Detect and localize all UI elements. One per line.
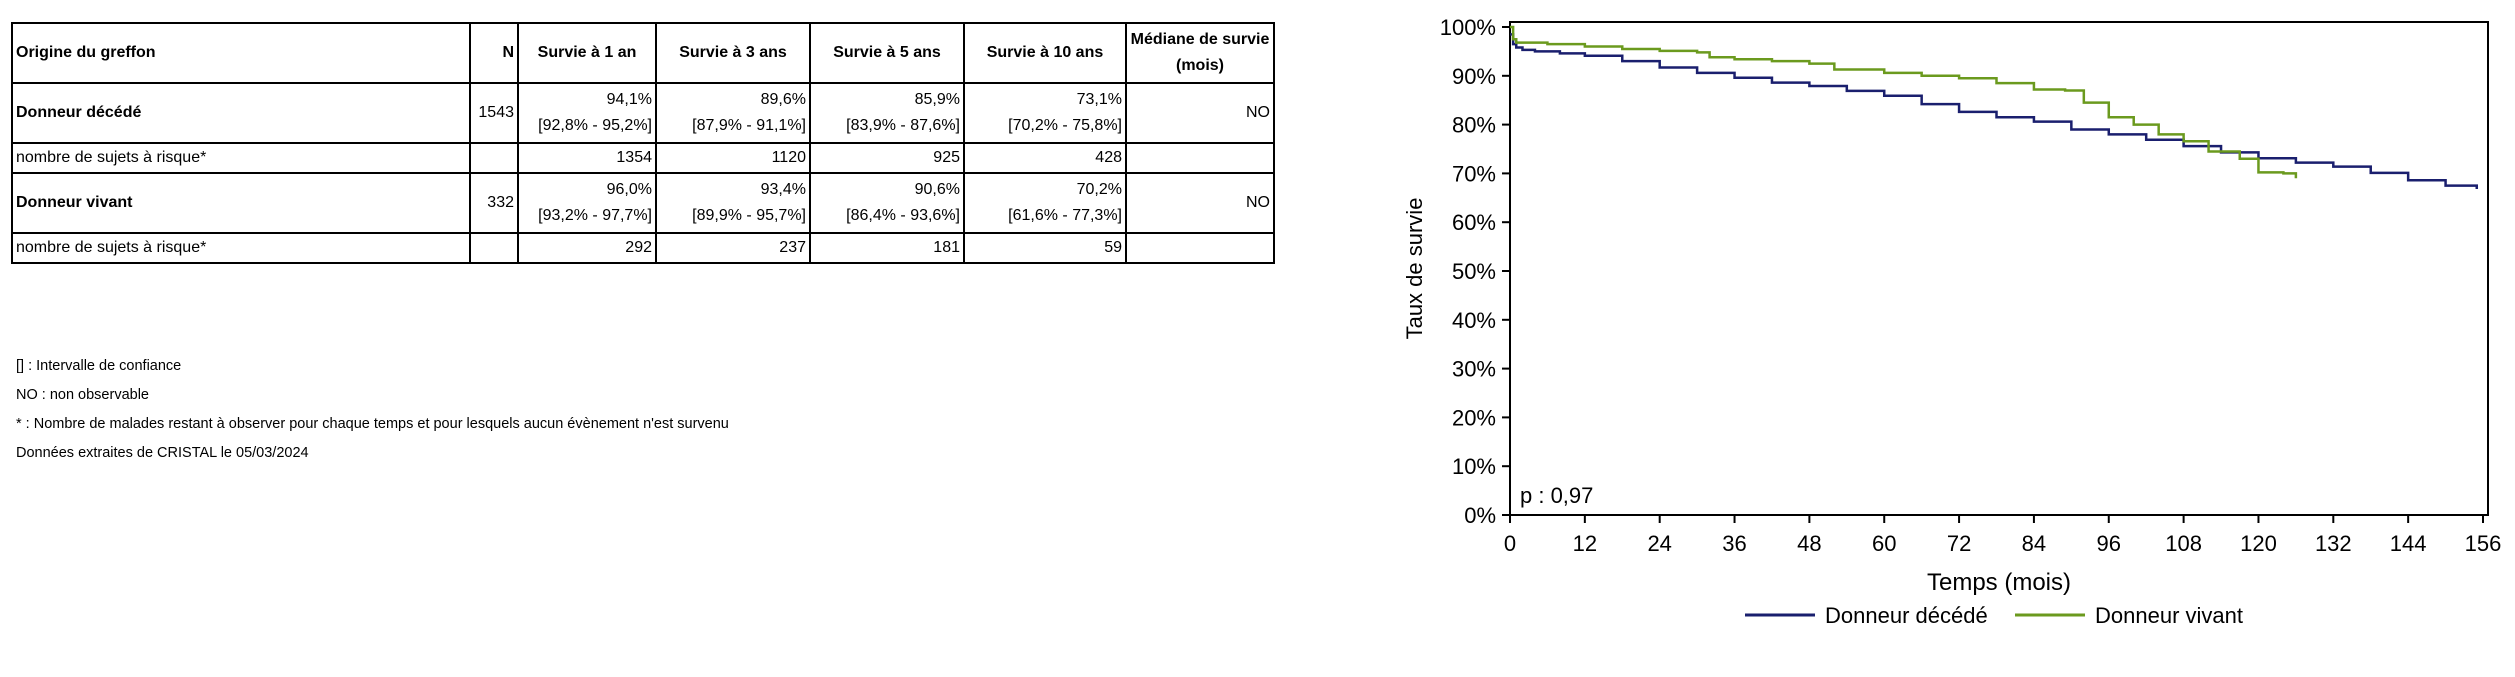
cell-median: NO: [1125, 82, 1275, 144]
table-row: nombre de sujets à risque* 1354 1120 925…: [11, 142, 1275, 174]
y-tick-label: 90%: [1452, 64, 1496, 89]
survival-value: 90,6%: [914, 181, 960, 198]
y-tick-label: 20%: [1452, 405, 1496, 430]
confidence-interval: [61,6% - 77,3%]: [1008, 207, 1122, 224]
cell-median: [1125, 232, 1275, 264]
series-line-living-donor: [1510, 25, 2298, 179]
footnotes: [] : Intervalle de confiance NO : non ob…: [16, 352, 729, 468]
table-row: Donneur décédé 1543 94,1% [92,8% - 95,2%]…: [11, 82, 1275, 144]
survival-value: 85,9%: [914, 91, 960, 108]
legend-label: Donneur décédé: [1825, 603, 1988, 628]
header-survival-1y: Survie à 1 an: [517, 22, 657, 84]
x-tick-label: 144: [2390, 531, 2427, 556]
survival-table-container: Origine du greffon N Survie à 1 an Survi…: [11, 22, 1275, 264]
cell-at-risk-3y: 237: [655, 232, 811, 264]
row-n: [469, 142, 519, 174]
cell-survival-10y: 70,2% [61,6% - 77,3%]: [963, 172, 1127, 234]
series-line-deceased-donor: [1510, 33, 2479, 190]
y-tick-label: 70%: [1452, 161, 1496, 186]
confidence-interval: [89,9% - 95,7%]: [692, 207, 806, 224]
row-n: [469, 232, 519, 264]
header-survival-5y: Survie à 5 ans: [809, 22, 965, 84]
row-n: 332: [469, 172, 519, 234]
cell-at-risk-10y: 59: [963, 232, 1127, 264]
confidence-interval: [87,9% - 91,1%]: [692, 117, 806, 134]
survival-table: Origine du greffon N Survie à 1 an Survi…: [11, 22, 1275, 264]
y-tick-label: 60%: [1452, 210, 1496, 235]
x-tick-label: 0: [1504, 531, 1516, 556]
row-label: Donneur vivant: [11, 172, 471, 234]
footnote-no: NO : non observable: [16, 387, 149, 403]
x-tick-label: 72: [1947, 531, 1971, 556]
header-survival-3y: Survie à 3 ans: [655, 22, 811, 84]
cell-at-risk-1y: 1354: [517, 142, 657, 174]
cell-survival-3y: 89,6% [87,9% - 91,1%]: [655, 82, 811, 144]
survival-value: 70,2%: [1076, 181, 1122, 198]
footnote-ci: [] : Intervalle de confiance: [16, 358, 182, 374]
x-tick-label: 48: [1797, 531, 1821, 556]
header-n: N: [469, 22, 519, 84]
confidence-interval: [93,2% - 97,7%]: [538, 207, 652, 224]
cell-survival-5y: 85,9% [83,9% - 87,6%]: [809, 82, 965, 144]
survival-value: 94,1%: [606, 91, 652, 108]
cell-survival-1y: 94,1% [92,8% - 95,2%]: [517, 82, 657, 144]
survival-value: 73,1%: [1076, 91, 1122, 108]
survival-value: 89,6%: [760, 91, 806, 108]
cell-at-risk-10y: 428: [963, 142, 1127, 174]
y-tick-label: 40%: [1452, 308, 1496, 333]
confidence-interval: [83,9% - 87,6%]: [846, 117, 960, 134]
survival-chart: 0% 10% 20% 30% 40% 50% 60% 70% 80% 90% 100% 0 12 24 36…: [1402, 15, 2502, 628]
x-tick-label: 60: [1872, 531, 1896, 556]
table-header-row: Origine du greffon N Survie à 1 an Survi…: [11, 22, 1275, 84]
header-survival-10y: Survie à 10 ans: [963, 22, 1127, 84]
cell-median: [1125, 142, 1275, 174]
x-tick-label: 132: [2315, 531, 2352, 556]
survival-value: 93,4%: [760, 181, 806, 198]
x-tick-label: 120: [2240, 531, 2277, 556]
row-label: Donneur décédé: [11, 82, 471, 144]
x-tick-label: 36: [1722, 531, 1746, 556]
table-row: nombre de sujets à risque* 292 237 181 5…: [11, 232, 1275, 264]
table-row: Donneur vivant 332 96,0% [93,2% - 97,7%] …: [11, 172, 1275, 234]
header-median: Médiane de survie (mois): [1125, 22, 1275, 84]
x-tick-label: 84: [2022, 531, 2046, 556]
y-tick-label: 80%: [1452, 113, 1496, 138]
row-n: 1543: [469, 82, 519, 144]
x-tick-label: 12: [1573, 531, 1597, 556]
y-tick-label: 50%: [1452, 259, 1496, 284]
footnote-at-risk: * : Nombre de malades restant à observer…: [16, 416, 729, 432]
x-axis-label: Temps (mois): [1927, 569, 2071, 596]
x-tick-label: 108: [2165, 531, 2202, 556]
confidence-interval: [86,4% - 93,6%]: [846, 207, 960, 224]
cell-median: NO: [1125, 172, 1275, 234]
x-tick-label: 96: [2097, 531, 2121, 556]
legend-label: Donneur vivant: [2095, 603, 2243, 628]
x-tick-label: 24: [1647, 531, 1671, 556]
y-tick-label: 100%: [1440, 15, 1496, 40]
row-label: nombre de sujets à risque*: [11, 142, 471, 174]
cell-at-risk-5y: 181: [809, 232, 965, 264]
y-tick-label: 0%: [1464, 503, 1496, 528]
header-origin: Origine du greffon: [11, 22, 471, 84]
x-tick-label: 156: [2465, 531, 2502, 556]
y-axis-label: Taux de survie: [1402, 198, 1427, 340]
plot-frame: [1509, 21, 2489, 516]
confidence-interval: [92,8% - 95,2%]: [538, 117, 652, 134]
y-tick-label: 30%: [1452, 357, 1496, 382]
y-tick-label: 10%: [1452, 454, 1496, 479]
row-label: nombre de sujets à risque*: [11, 232, 471, 264]
cell-at-risk-3y: 1120: [655, 142, 811, 174]
cell-survival-1y: 96,0% [93,2% - 97,7%]: [517, 172, 657, 234]
p-value-annotation: p : 0,97: [1520, 483, 1593, 508]
cell-survival-5y: 90,6% [86,4% - 93,6%]: [809, 172, 965, 234]
cell-at-risk-5y: 925: [809, 142, 965, 174]
survival-value: 96,0%: [606, 181, 652, 198]
cell-survival-3y: 93,4% [89,9% - 95,7%]: [655, 172, 811, 234]
cell-at-risk-1y: 292: [517, 232, 657, 264]
confidence-interval: [70,2% - 75,8%]: [1008, 117, 1122, 134]
footnote-source: Données extraites de CRISTAL le 05/03/20…: [16, 445, 309, 461]
cell-survival-10y: 73,1% [70,2% - 75,8%]: [963, 82, 1127, 144]
